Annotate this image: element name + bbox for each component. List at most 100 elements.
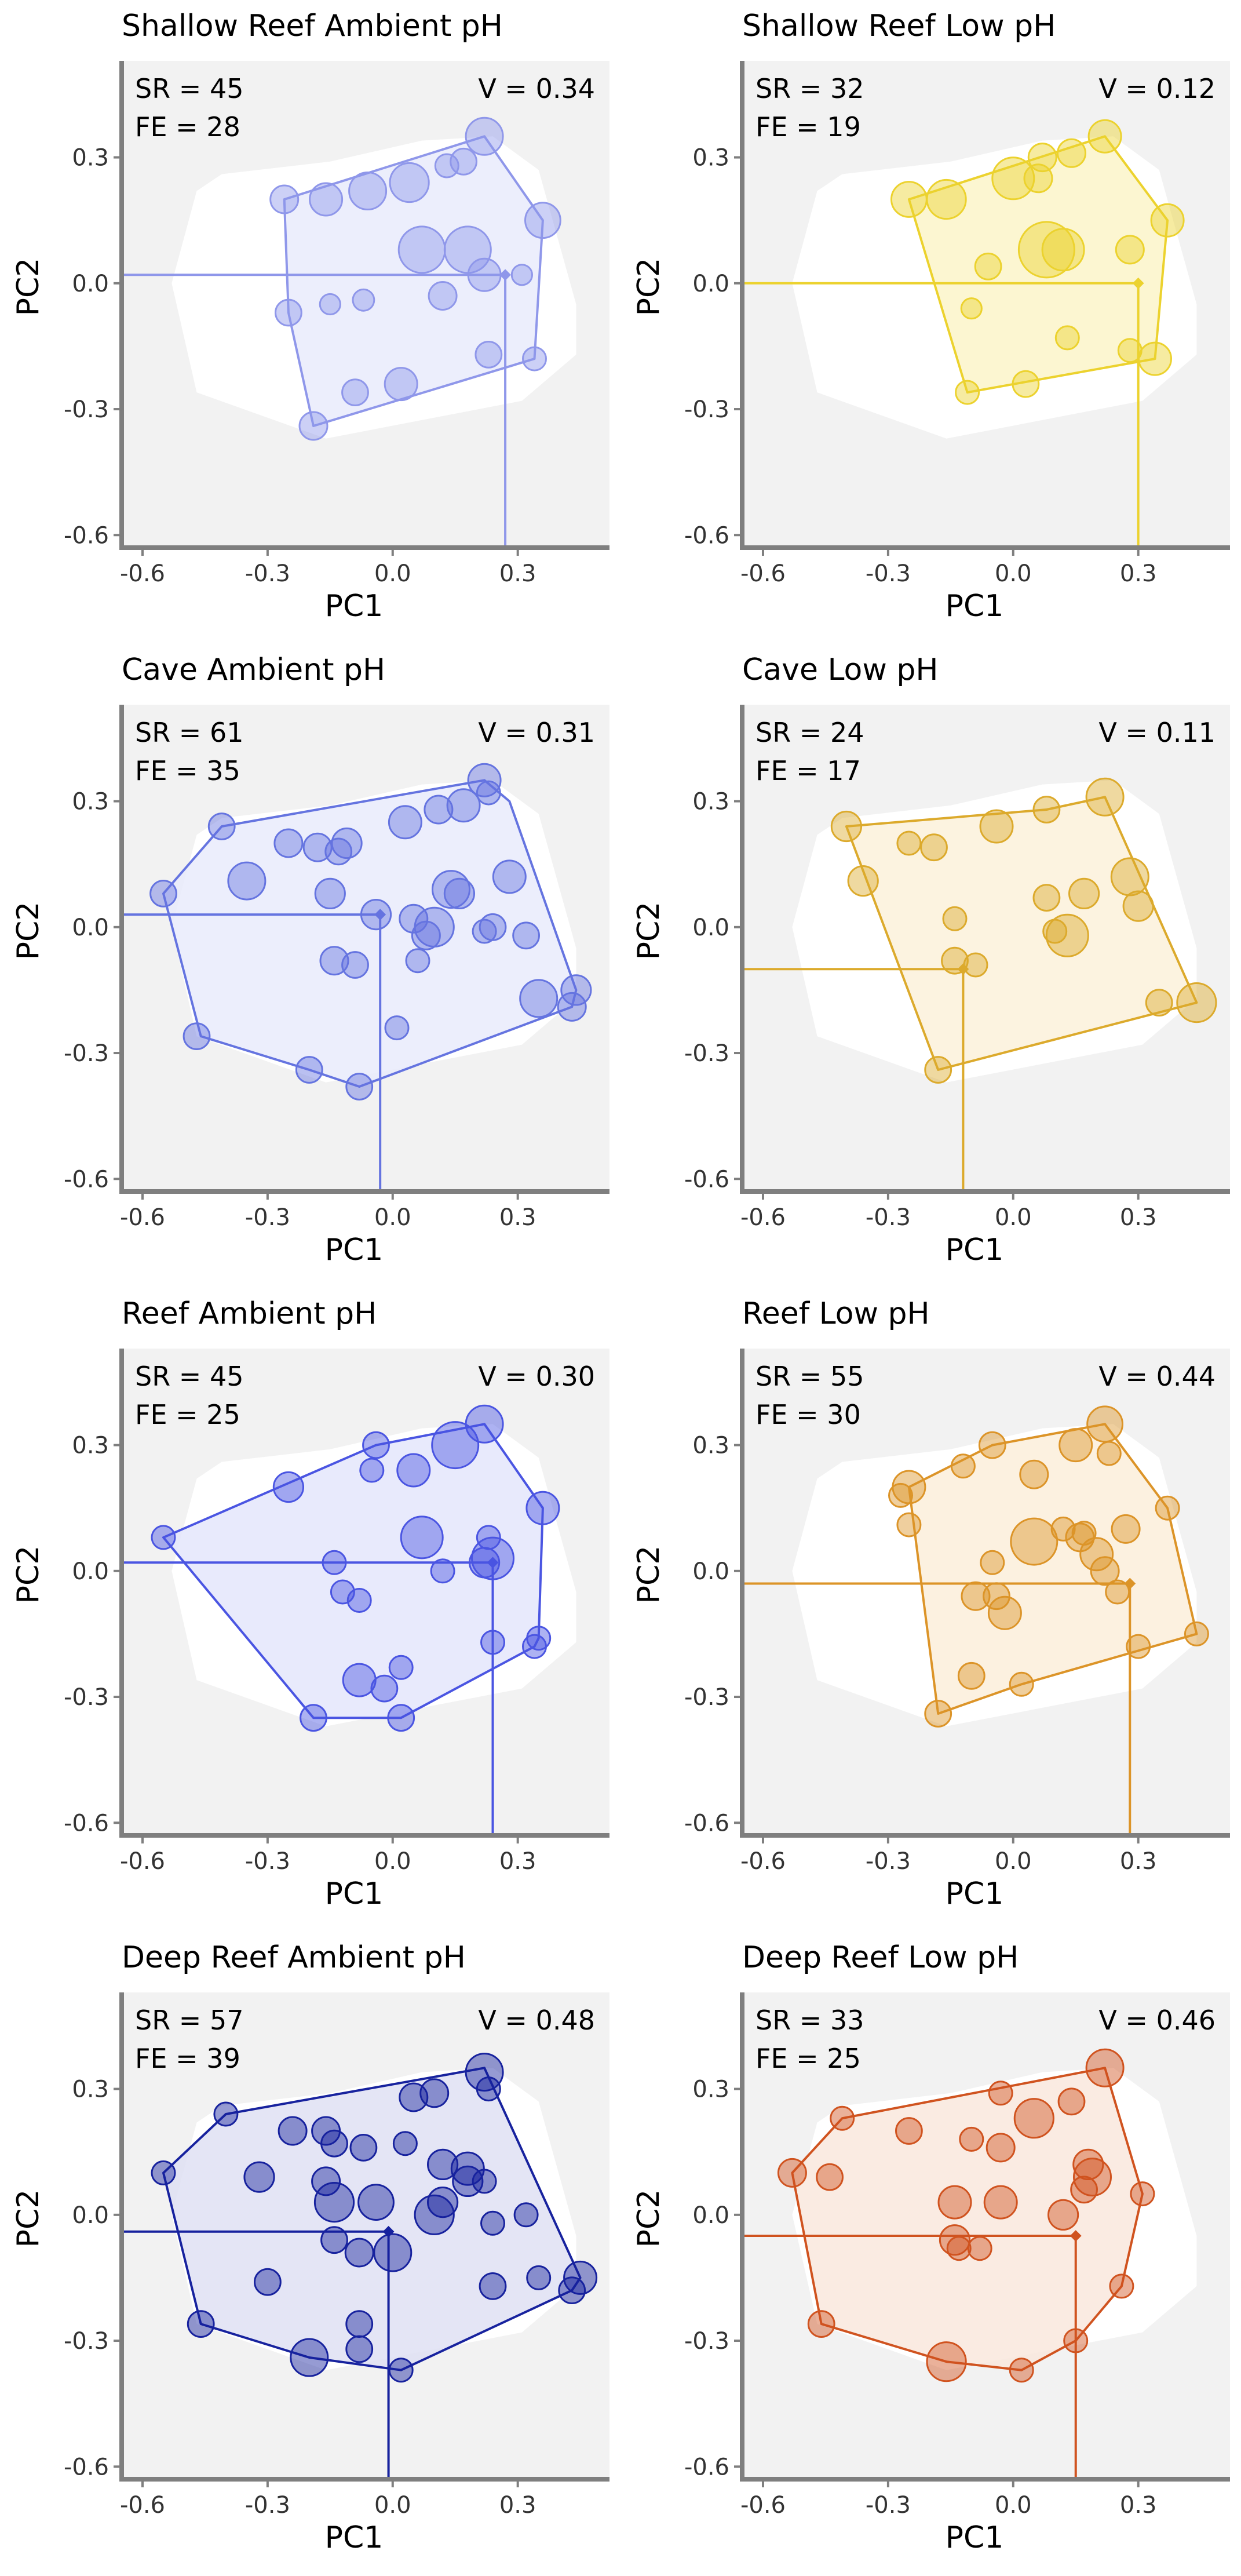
y-axis-label: PC2 bbox=[632, 258, 666, 316]
data-point bbox=[290, 2338, 329, 2377]
volume-label: V = 0.30 bbox=[478, 1361, 595, 1392]
data-point bbox=[524, 202, 561, 239]
data-point bbox=[273, 828, 304, 858]
x-tick-label: -0.3 bbox=[245, 1848, 290, 1875]
x-tick-label: -0.6 bbox=[120, 560, 165, 587]
data-point bbox=[522, 346, 547, 371]
chart-panel: Shallow Reef Low pH -0.6 -0.3 0.0 0.3 0.3 0.0 -… bbox=[620, 0, 1241, 644]
x-tick-label: -0.3 bbox=[866, 560, 911, 587]
data-point bbox=[1013, 2098, 1054, 2139]
x-tick-label: 0.3 bbox=[499, 560, 536, 587]
chart-title: Shallow Reef Low pH bbox=[742, 9, 1056, 43]
data-point bbox=[987, 1595, 1022, 1630]
data-point bbox=[1155, 1495, 1180, 1521]
data-point bbox=[986, 2133, 1016, 2163]
x-tick-label: -0.6 bbox=[120, 1204, 165, 1231]
x-tick-label: 0.3 bbox=[499, 2492, 536, 2519]
chart-svg: Shallow Reef Ambient pH -0.6 -0.3 0.0 0.3 0.3… bbox=[11, 9, 609, 624]
data-point bbox=[959, 2126, 984, 2152]
data-point bbox=[937, 2185, 972, 2220]
x-tick-label: -0.6 bbox=[740, 1848, 786, 1875]
data-point bbox=[895, 2117, 923, 2145]
x-tick-label: -0.6 bbox=[740, 2492, 786, 2519]
data-point bbox=[1009, 2358, 1034, 2383]
data-point bbox=[946, 2236, 972, 2261]
chart-svg: Cave Ambient pH -0.6 -0.3 0.0 0.3 0.3 0.0 -0.3 -… bbox=[11, 653, 609, 1267]
y-tick-label: 0.3 bbox=[692, 145, 729, 172]
functional-entities-label: FE = 39 bbox=[135, 2043, 240, 2074]
data-point bbox=[342, 1663, 377, 1697]
data-point bbox=[465, 2053, 504, 2092]
data-point bbox=[963, 952, 988, 978]
y-tick-label: -0.6 bbox=[64, 2454, 109, 2480]
data-point bbox=[957, 1662, 986, 1690]
data-point bbox=[479, 913, 507, 941]
data-point bbox=[983, 1582, 1010, 1611]
centroid-marker bbox=[1070, 2230, 1082, 2242]
y-tick-label: -0.6 bbox=[684, 2454, 729, 2480]
chart-svg: Cave Low pH -0.6 -0.3 0.0 0.3 0.3 0.0 -0.3 -0.6 P… bbox=[632, 653, 1230, 1267]
chart-panel: Deep Reef Ambient pH -0.6 -0.3 0.0 0.3 0.3 0.0… bbox=[0, 1932, 620, 2575]
x-axis-label: PC1 bbox=[325, 1233, 384, 1267]
y-tick-label: 0.0 bbox=[692, 271, 729, 297]
chart-svg: Reef Ambient pH -0.6 -0.3 0.0 0.3 0.3 0.0 -0.3 -… bbox=[11, 1296, 609, 1911]
chart-title: Cave Ambient pH bbox=[122, 653, 385, 687]
functional-entities-label: FE = 19 bbox=[755, 111, 861, 143]
data-point bbox=[1122, 890, 1154, 922]
volume-label: V = 0.48 bbox=[478, 2005, 595, 2036]
x-axis-label: PC1 bbox=[946, 2520, 1004, 2555]
data-point bbox=[1070, 2176, 1098, 2204]
data-point bbox=[1063, 2328, 1089, 2353]
x-tick-label: 0.0 bbox=[995, 2492, 1032, 2519]
chart-svg: Reef Low pH -0.6 -0.3 0.0 0.3 0.3 0.0 -0.3 -0.6 P… bbox=[632, 1296, 1230, 1911]
data-point bbox=[1085, 777, 1125, 817]
chart-panel: Deep Reef Low pH -0.6 -0.3 0.0 0.3 0.3 0.0 -0.3… bbox=[620, 1932, 1241, 2575]
data-point bbox=[1176, 982, 1217, 1023]
data-point bbox=[384, 367, 418, 402]
data-point bbox=[526, 2265, 552, 2290]
data-point bbox=[345, 2310, 374, 2338]
centroid-marker bbox=[1132, 277, 1144, 289]
data-point bbox=[419, 2078, 450, 2108]
x-axis-label: PC1 bbox=[325, 1877, 384, 1911]
y-axis-label: PC2 bbox=[632, 1546, 666, 1604]
y-tick-label: -0.3 bbox=[64, 1040, 109, 1067]
species-richness-label: SR = 32 bbox=[755, 73, 864, 104]
species-richness-label: SR = 45 bbox=[135, 73, 243, 104]
x-tick-label: 0.0 bbox=[374, 2492, 411, 2519]
data-point bbox=[924, 1056, 952, 1084]
data-point bbox=[1115, 235, 1145, 265]
data-point bbox=[1012, 370, 1040, 398]
chart-title: Reef Ambient pH bbox=[122, 1296, 377, 1331]
data-point bbox=[926, 178, 967, 220]
y-axis-label: PC2 bbox=[632, 902, 666, 960]
data-point bbox=[370, 1674, 399, 1703]
chart-panel: Cave Low pH -0.6 -0.3 0.0 0.3 0.3 0.0 -0.3 -0.6 P… bbox=[620, 644, 1241, 1288]
data-point bbox=[1184, 1621, 1209, 1646]
y-tick-label: 0.3 bbox=[692, 2076, 729, 2103]
functional-space-hull bbox=[162, 779, 578, 1088]
y-axis-label: PC2 bbox=[11, 1546, 46, 1604]
y-tick-label: 0.0 bbox=[72, 271, 109, 297]
data-point bbox=[967, 2236, 992, 2261]
data-point bbox=[300, 1704, 327, 1732]
data-point bbox=[359, 1458, 385, 1483]
x-tick-label: 0.0 bbox=[374, 1848, 411, 1875]
chart-panel: Shallow Reef Ambient pH -0.6 -0.3 0.0 0.3 0.3… bbox=[0, 0, 620, 644]
data-point bbox=[1057, 2087, 1086, 2116]
data-point bbox=[465, 116, 504, 156]
volume-label: V = 0.31 bbox=[478, 717, 595, 748]
data-point bbox=[254, 2268, 282, 2296]
x-tick-label: 0.0 bbox=[995, 1848, 1032, 1875]
data-point bbox=[357, 2184, 395, 2221]
data-point bbox=[388, 805, 422, 840]
volume-label: V = 0.34 bbox=[478, 73, 595, 104]
x-tick-label: -0.3 bbox=[866, 1204, 911, 1231]
y-tick-label: -0.3 bbox=[684, 1040, 729, 1067]
data-point bbox=[558, 2276, 586, 2304]
y-tick-label: 0.0 bbox=[692, 914, 729, 941]
data-point bbox=[1109, 2273, 1134, 2299]
data-point bbox=[1126, 1634, 1151, 1659]
data-point bbox=[324, 837, 353, 866]
